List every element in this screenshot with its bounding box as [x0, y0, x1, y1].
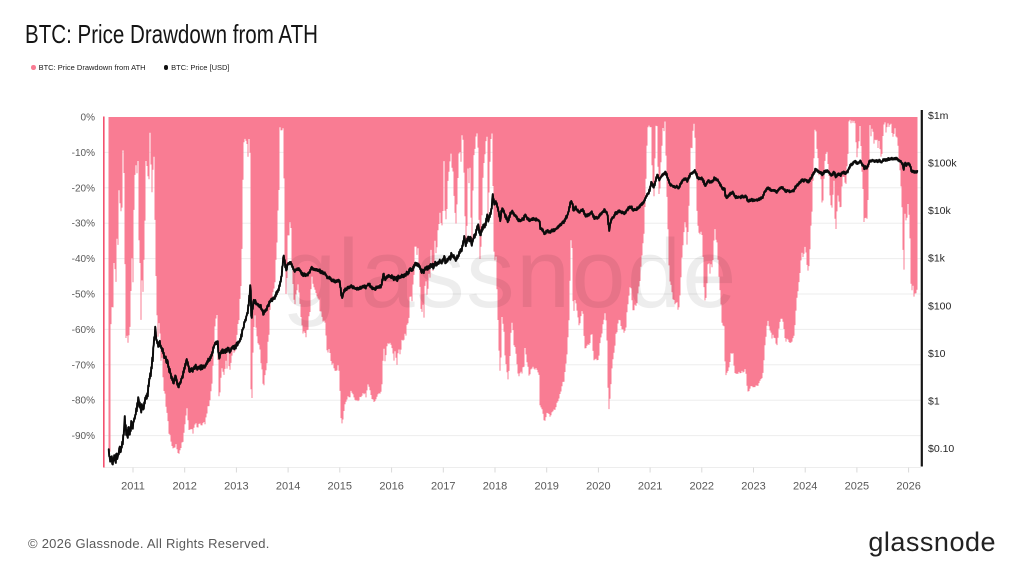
svg-text:2023: 2023	[741, 481, 765, 493]
svg-text:-90%: -90%	[72, 431, 95, 442]
svg-text:0%: 0%	[81, 113, 96, 124]
svg-text:2024: 2024	[793, 481, 817, 493]
svg-text:$100: $100	[928, 300, 952, 312]
svg-text:-10%: -10%	[72, 148, 95, 159]
svg-text:$10: $10	[928, 348, 946, 360]
svg-text:-20%: -20%	[72, 183, 95, 194]
svg-text:-30%: -30%	[72, 219, 95, 230]
svg-text:2014: 2014	[276, 481, 300, 493]
svg-text:-50%: -50%	[72, 290, 95, 301]
svg-text:-80%: -80%	[72, 396, 95, 407]
svg-text:$1m: $1m	[928, 110, 949, 122]
svg-text:2026: 2026	[896, 481, 920, 493]
svg-text:-60%: -60%	[72, 325, 95, 336]
svg-text:2016: 2016	[379, 481, 403, 493]
svg-text:2021: 2021	[638, 481, 662, 493]
svg-text:-70%: -70%	[72, 360, 95, 371]
svg-text:-40%: -40%	[72, 254, 95, 265]
svg-text:2013: 2013	[224, 481, 248, 493]
svg-text:2020: 2020	[586, 481, 610, 493]
svg-text:2019: 2019	[534, 481, 558, 493]
svg-text:2022: 2022	[690, 481, 714, 493]
svg-text:2018: 2018	[483, 481, 507, 493]
svg-text:2012: 2012	[172, 481, 196, 493]
svg-text:2017: 2017	[431, 481, 455, 493]
svg-text:$100k: $100k	[928, 158, 957, 170]
svg-text:2011: 2011	[121, 481, 145, 493]
svg-text:$10k: $10k	[928, 205, 952, 217]
svg-text:$1: $1	[928, 395, 940, 407]
svg-text:$1k: $1k	[928, 253, 946, 265]
svg-text:2015: 2015	[328, 481, 352, 493]
svg-text:2025: 2025	[845, 481, 869, 493]
svg-text:glassnode: glassnode	[282, 219, 738, 328]
svg-text:$0.10: $0.10	[928, 443, 954, 455]
